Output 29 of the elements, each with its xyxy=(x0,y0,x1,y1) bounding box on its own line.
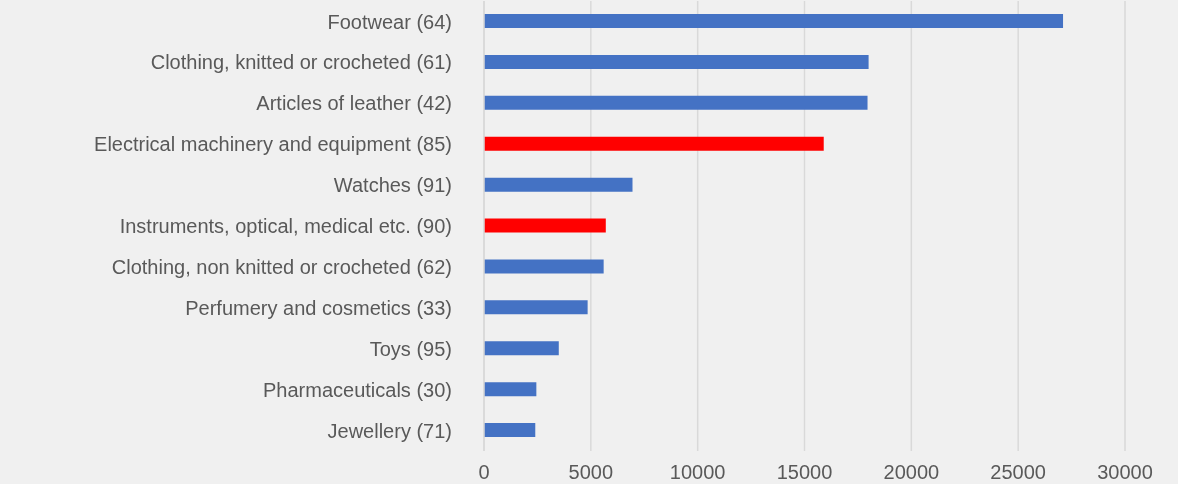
x-tick-label: 5000 xyxy=(568,461,614,484)
y-tick-label: Pharmaceuticals (30) xyxy=(263,378,452,401)
x-tick-label: 0 xyxy=(478,461,490,484)
x-tick-label: 10000 xyxy=(669,461,726,484)
x-tick-label: 15000 xyxy=(776,461,833,484)
y-tick-label: Clothing, knitted or crocheted (61) xyxy=(150,51,452,74)
y-tick-label: Footwear (64) xyxy=(327,10,452,33)
bar xyxy=(484,423,536,438)
y-tick-label: Jewellery (71) xyxy=(327,419,452,442)
bar xyxy=(484,218,606,233)
y-tick-label: Toys (95) xyxy=(369,337,452,360)
x-tick-label: 25000 xyxy=(990,461,1046,484)
x-tick-label: 30000 xyxy=(1097,461,1153,484)
bar xyxy=(484,300,588,315)
bar xyxy=(484,136,824,151)
y-tick-label: Watches (91) xyxy=(333,174,452,197)
y-tick-label: Electrical machinery and equipment (85) xyxy=(94,133,452,156)
bar xyxy=(484,341,559,356)
x-tick-label: 20000 xyxy=(883,461,940,484)
y-tick-label: Perfumery and cosmetics (33) xyxy=(185,296,452,319)
bar xyxy=(484,382,537,397)
y-tick-label: Clothing, non knitted or crocheted (62) xyxy=(111,256,452,279)
bar xyxy=(484,177,633,192)
y-tick-label: Instruments, optical, medical etc. (90) xyxy=(119,215,452,238)
bar xyxy=(484,95,868,110)
bar xyxy=(484,259,604,274)
bar xyxy=(484,54,869,69)
bar xyxy=(484,14,1064,28)
y-tick-label: Articles of leather (42) xyxy=(256,92,452,115)
